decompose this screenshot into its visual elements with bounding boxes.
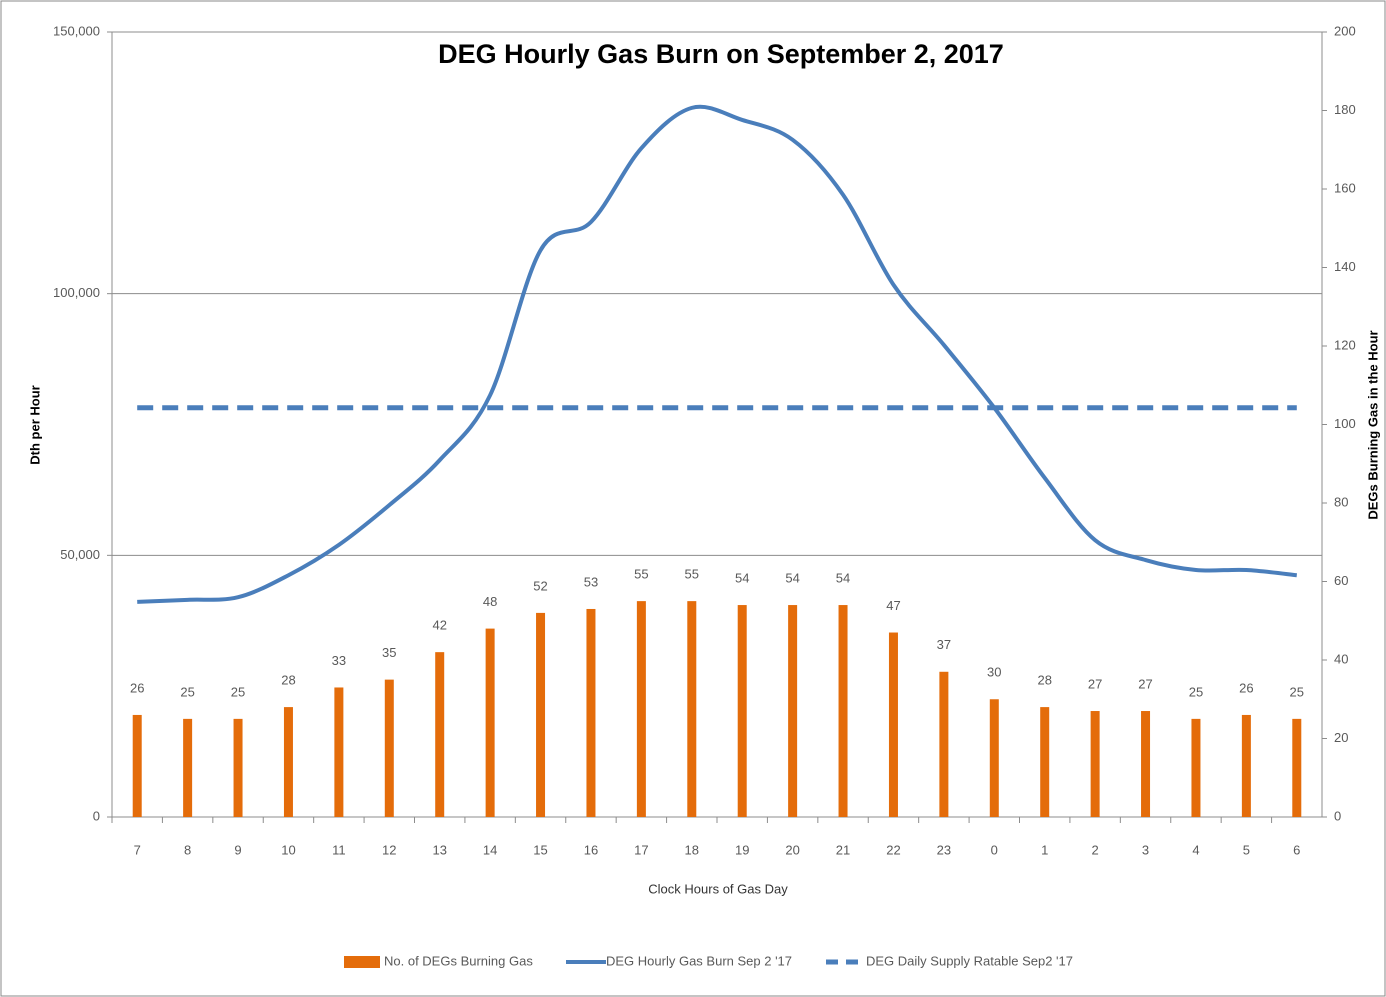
data-label: 27 xyxy=(1138,676,1152,691)
y-axis-title: Dth per Hour xyxy=(27,385,42,464)
legend-swatch xyxy=(344,956,380,968)
x-tick-label: 19 xyxy=(735,842,749,857)
y2-tick-label: 200 xyxy=(1334,23,1356,38)
legend-label: No. of DEGs Burning Gas xyxy=(384,953,533,968)
bar xyxy=(737,605,747,817)
data-label: 37 xyxy=(937,637,951,652)
x-tick-label: 2 xyxy=(1092,842,1099,857)
data-label: 54 xyxy=(785,570,799,585)
bar xyxy=(687,601,697,817)
data-label: 53 xyxy=(584,574,598,589)
y-tick-label: 50,000 xyxy=(60,547,100,562)
bar xyxy=(183,718,193,817)
x-tick-label: 18 xyxy=(685,842,699,857)
data-label: 28 xyxy=(281,673,295,688)
bar xyxy=(838,605,848,817)
bar xyxy=(485,628,495,817)
x-tick-label: 3 xyxy=(1142,842,1149,857)
x-tick-label: 6 xyxy=(1293,842,1300,857)
x-tick-label: 8 xyxy=(184,842,191,857)
data-label: 54 xyxy=(735,570,749,585)
chart-title: DEG Hourly Gas Burn on September 2, 2017 xyxy=(438,39,1004,69)
data-label: 48 xyxy=(483,594,497,609)
data-label: 25 xyxy=(231,684,245,699)
x-tick-label: 16 xyxy=(584,842,598,857)
x-axis-title: Clock Hours of Gas Day xyxy=(648,881,788,896)
y2-axis-title: DEGs Burning Gas in the Hour xyxy=(1365,330,1380,519)
x-tick-label: 7 xyxy=(134,842,141,857)
bar xyxy=(283,707,293,817)
data-label: 26 xyxy=(130,680,144,695)
data-label: 42 xyxy=(432,618,446,633)
x-tick-label: 23 xyxy=(937,842,951,857)
y-tick-label: 100,000 xyxy=(53,285,100,300)
legend-label: DEG Hourly Gas Burn Sep 2 '17 xyxy=(606,953,792,968)
x-tick-label: 17 xyxy=(634,842,648,857)
x-tick-label: 1 xyxy=(1041,842,1048,857)
data-label: 35 xyxy=(382,645,396,660)
y2-tick-label: 100 xyxy=(1334,416,1356,431)
bar xyxy=(1141,711,1151,817)
x-tick-label: 9 xyxy=(234,842,241,857)
line xyxy=(137,104,1297,604)
x-tick-label: 20 xyxy=(785,842,799,857)
data-label: 52 xyxy=(533,578,547,593)
bar xyxy=(888,632,898,817)
data-label: 54 xyxy=(836,570,850,585)
x-tick-label: 21 xyxy=(836,842,850,857)
bar xyxy=(586,608,596,817)
x-tick-label: 5 xyxy=(1243,842,1250,857)
y2-tick-label: 80 xyxy=(1334,494,1348,509)
data-label: 33 xyxy=(332,653,346,668)
y2-tick-label: 160 xyxy=(1334,180,1356,195)
bar xyxy=(1292,718,1302,817)
bar xyxy=(132,714,142,817)
bar xyxy=(334,687,344,817)
x-tick-label: 11 xyxy=(332,842,346,857)
bar xyxy=(989,699,999,817)
x-tick-label: 22 xyxy=(886,842,900,857)
bar xyxy=(1090,711,1100,817)
y2-tick-label: 120 xyxy=(1334,337,1356,352)
x-tick-label: 10 xyxy=(281,842,295,857)
data-label: 30 xyxy=(987,665,1001,680)
bar xyxy=(788,605,798,817)
data-label: 47 xyxy=(886,598,900,613)
x-tick-label: 15 xyxy=(533,842,547,857)
y2-tick-label: 60 xyxy=(1334,573,1348,588)
data-label: 25 xyxy=(180,684,194,699)
data-label: 28 xyxy=(1037,673,1051,688)
data-label: 27 xyxy=(1088,676,1102,691)
y2-tick-label: 0 xyxy=(1334,808,1341,823)
x-tick-label: 13 xyxy=(432,842,446,857)
data-label: 26 xyxy=(1239,680,1253,695)
bar xyxy=(1040,707,1050,817)
x-tick-label: 14 xyxy=(483,842,497,857)
data-label: 25 xyxy=(1290,684,1304,699)
bar xyxy=(1241,714,1251,817)
x-tick-label: 4 xyxy=(1192,842,1199,857)
bar xyxy=(1191,718,1201,817)
bar xyxy=(384,679,394,817)
y2-tick-label: 40 xyxy=(1334,651,1348,666)
bar xyxy=(636,601,646,817)
y2-tick-label: 180 xyxy=(1334,102,1356,117)
legend-label: DEG Daily Supply Ratable Sep2 '17 xyxy=(866,953,1073,968)
y2-tick-label: 140 xyxy=(1334,259,1356,274)
bar xyxy=(233,718,243,817)
x-tick-label: 12 xyxy=(382,842,396,857)
y-tick-label: 0 xyxy=(93,808,100,823)
bar xyxy=(536,612,546,817)
data-label: 25 xyxy=(1189,684,1203,699)
data-label: 55 xyxy=(685,567,699,582)
y2-tick-label: 20 xyxy=(1334,730,1348,745)
bar xyxy=(435,652,445,817)
y-tick-label: 150,000 xyxy=(53,23,100,38)
x-tick-label: 0 xyxy=(991,842,998,857)
bar xyxy=(939,671,949,817)
data-label: 55 xyxy=(634,567,648,582)
